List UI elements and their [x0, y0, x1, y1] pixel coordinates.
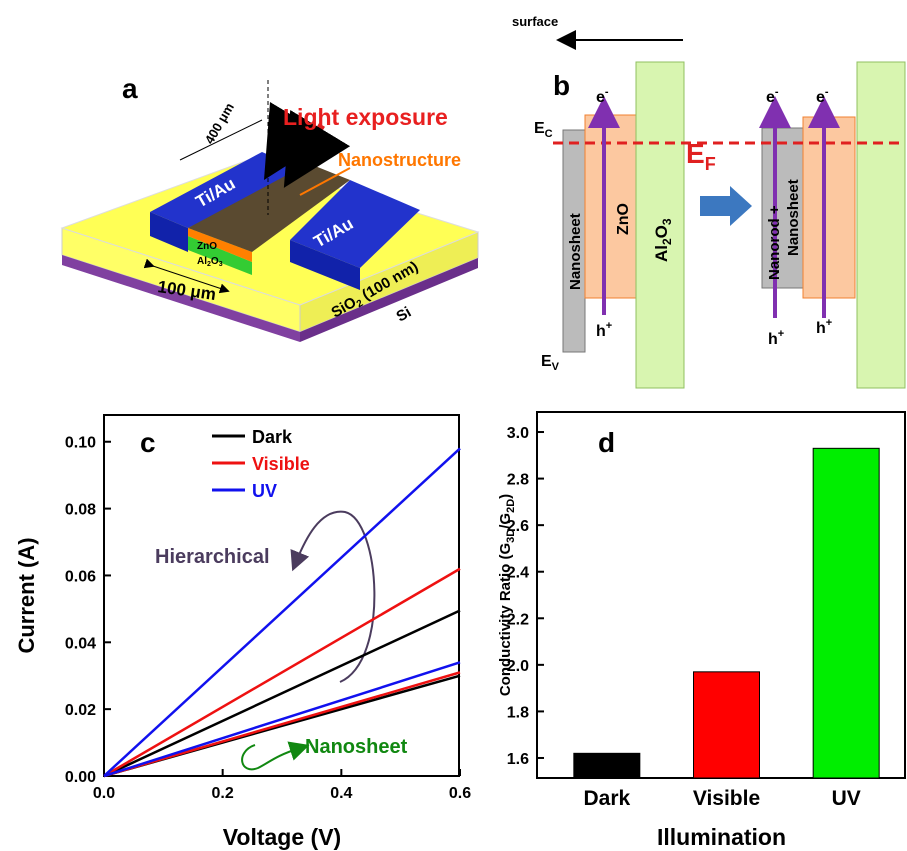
- bar: [813, 448, 879, 778]
- panel-letter: c: [140, 427, 156, 458]
- panel-letter: a: [122, 73, 138, 104]
- label: EC: [534, 120, 553, 140]
- y-tick-label: 2.4: [507, 565, 529, 582]
- panel-b: surface b EC EF EV e- e- e- h+ h+ h+ Nan…: [512, 14, 905, 388]
- x-axis-label: Illumination: [657, 824, 786, 850]
- y-tick-label: 3.0: [507, 425, 529, 442]
- label: Light exposure: [283, 104, 448, 130]
- big-arrow: [700, 186, 752, 226]
- x-tick-label: UV: [832, 787, 861, 810]
- group-label: Nanosheet: [305, 736, 408, 758]
- label: h+: [816, 317, 832, 337]
- y-tick-label: 2.0: [507, 658, 529, 675]
- label: h+: [768, 328, 784, 348]
- label: Nanosheet: [785, 179, 802, 256]
- panel-a: a Light exposure Nanostructure 400 μm Ti…: [62, 73, 478, 342]
- panel-letter: d: [598, 427, 615, 458]
- y-tick-label: 2.6: [507, 518, 529, 535]
- label: e-: [596, 86, 609, 106]
- y-tick-label: 0.08: [65, 502, 96, 519]
- annotation-arrow: [242, 745, 300, 769]
- x-axis-label: Voltage (V): [223, 824, 341, 850]
- y-tick-label: 1.6: [507, 751, 529, 768]
- label: h+: [596, 320, 612, 340]
- x-tick-label: Visible: [693, 787, 760, 810]
- label: Si: [394, 304, 415, 326]
- bar: [574, 753, 640, 778]
- x-tick-label: 0.6: [449, 785, 471, 802]
- y-axis-label: Current (A): [14, 537, 39, 653]
- label: Nanosheet: [567, 213, 584, 290]
- label: EV: [541, 353, 560, 373]
- y-tick-label: 0.06: [65, 568, 96, 585]
- y-tick-label: 0.00: [65, 769, 96, 786]
- group-label: Hierarchical: [155, 546, 270, 568]
- legend-label: Dark: [252, 427, 293, 447]
- x-tick-label: Dark: [583, 787, 630, 810]
- label: ZnO: [615, 203, 632, 235]
- page: a Light exposure Nanostructure 400 μm Ti…: [0, 0, 907, 851]
- al2o3-band: [857, 62, 905, 388]
- y-tick-label: 2.2: [507, 611, 529, 628]
- x-tick-label: 0.0: [93, 785, 115, 802]
- bar: [694, 672, 760, 778]
- y-tick-label: 0.02: [65, 702, 96, 719]
- legend-label: UV: [252, 481, 277, 501]
- legend-label: Visible: [252, 454, 310, 474]
- figure: a Light exposure Nanostructure 400 μm Ti…: [0, 0, 907, 851]
- label: e-: [766, 86, 779, 106]
- data-line: [104, 672, 460, 776]
- x-tick-label: 0.2: [212, 785, 234, 802]
- data-line: [104, 662, 460, 776]
- y-tick-label: 2.8: [507, 472, 529, 489]
- label: e-: [816, 86, 829, 106]
- label: Nanostructure: [338, 150, 461, 170]
- label: EF: [686, 138, 716, 174]
- label: ZnO: [197, 241, 217, 252]
- y-tick-label: 1.8: [507, 704, 529, 721]
- x-tick-label: 0.4: [330, 785, 352, 802]
- panel-letter: b: [553, 70, 570, 101]
- y-tick-label: 0.10: [65, 435, 96, 452]
- label: surface: [512, 14, 558, 29]
- label: Nanorod +: [766, 205, 783, 280]
- label: 400 μm: [202, 100, 237, 146]
- y-tick-label: 0.04: [65, 635, 96, 652]
